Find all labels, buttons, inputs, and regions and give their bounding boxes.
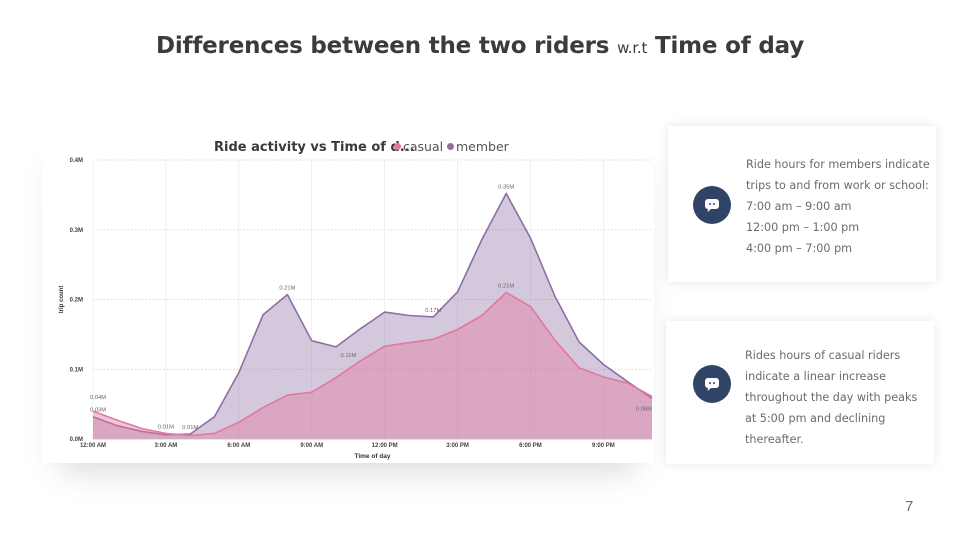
data-label-member: 0.01M bbox=[182, 425, 198, 431]
legend-marker-casual bbox=[394, 143, 401, 150]
chart-card: 0.0M 0.1M 0.2M 0.3M 0.4M 12:00 AM 3:00 AM 6:00 … bbox=[42, 127, 654, 463]
note-card-casual: Rides hours of casual riders indicate a … bbox=[666, 321, 934, 464]
note-line: thereafter. bbox=[745, 433, 804, 446]
note-line: throughout the day with peaks bbox=[745, 391, 918, 404]
data-label-casual: 0.21M bbox=[498, 284, 514, 290]
note-line: 4:00 pm – 7:00 pm bbox=[746, 242, 853, 255]
slide-title: Differences between the two riders w.r.t… bbox=[0, 33, 960, 59]
area-casual bbox=[93, 292, 652, 439]
x-tick-label: 3:00 PM bbox=[446, 443, 469, 449]
x-tick-label: 9:00 AM bbox=[300, 443, 323, 449]
note-line: Ride hours for members indicate bbox=[746, 158, 930, 171]
legend-label-casual: casual bbox=[403, 139, 443, 154]
y-tick-label: 0.4M bbox=[70, 158, 83, 164]
note-card-members: Ride hours for members indicate trips to… bbox=[668, 126, 936, 282]
note-text-members: Ride hours for members indicate trips to… bbox=[746, 154, 930, 259]
note-text-casual: Rides hours of casual riders indicate a … bbox=[745, 345, 917, 450]
y-tick-label: 0.1M bbox=[70, 367, 83, 373]
x-tick-label: 12:00 AM bbox=[80, 443, 106, 449]
chart-title: Ride activity vs Time of d... bbox=[214, 140, 415, 155]
data-label-casual: 0.01M bbox=[158, 424, 174, 430]
title-small: w.r.t bbox=[617, 39, 648, 57]
data-label-member: 0.17M bbox=[425, 308, 441, 314]
area-chart: 0.0M 0.1M 0.2M 0.3M 0.4M 12:00 AM 3:00 AM 6:00 … bbox=[59, 139, 653, 460]
note-line: trips to and from work or school: bbox=[746, 179, 929, 192]
note-line: 12:00 pm – 1:00 pm bbox=[746, 221, 860, 234]
data-label-member: 0.21M bbox=[279, 286, 295, 292]
data-label-casual: 0.06M bbox=[636, 406, 652, 412]
legend-marker-member bbox=[447, 143, 454, 150]
chat-bubble-icon bbox=[693, 365, 731, 403]
area-member bbox=[93, 193, 652, 439]
x-tick-label: 6:00 AM bbox=[227, 443, 250, 449]
title-tail: Time of day bbox=[654, 33, 805, 59]
page-number: 7 bbox=[905, 498, 914, 515]
x-tick-label: 6:00 PM bbox=[519, 443, 542, 449]
y-tick-label: 0.3M bbox=[70, 228, 83, 234]
y-tick-label: 0.0M bbox=[70, 437, 83, 443]
x-tick-label: 12:00 PM bbox=[372, 443, 398, 449]
x-tick-label: 3:00 AM bbox=[155, 443, 178, 449]
data-label-casual: 0.04M bbox=[90, 395, 106, 401]
note-line: Rides hours of casual riders bbox=[745, 349, 901, 362]
data-label-member: 0.03M bbox=[90, 408, 106, 414]
data-label-member: 0.35M bbox=[498, 184, 514, 190]
legend-label-member: member bbox=[456, 139, 510, 154]
line-casual bbox=[92, 291, 653, 437]
line-member bbox=[92, 192, 653, 436]
title-main: Differences between the two riders bbox=[155, 33, 610, 59]
data-label-casual: 0.11M bbox=[341, 353, 357, 359]
note-line: indicate a linear increase bbox=[745, 370, 887, 383]
y-axis-title: trip count bbox=[59, 286, 65, 314]
note-line: 7:00 am – 9:00 am bbox=[746, 200, 852, 213]
x-axis-title: Time of day bbox=[354, 453, 390, 460]
note-line: at 5:00 pm and declining bbox=[745, 412, 886, 425]
y-tick-label: 0.2M bbox=[70, 298, 83, 304]
chat-bubble-icon bbox=[693, 186, 731, 224]
x-tick-label: 9:00 PM bbox=[592, 443, 615, 449]
